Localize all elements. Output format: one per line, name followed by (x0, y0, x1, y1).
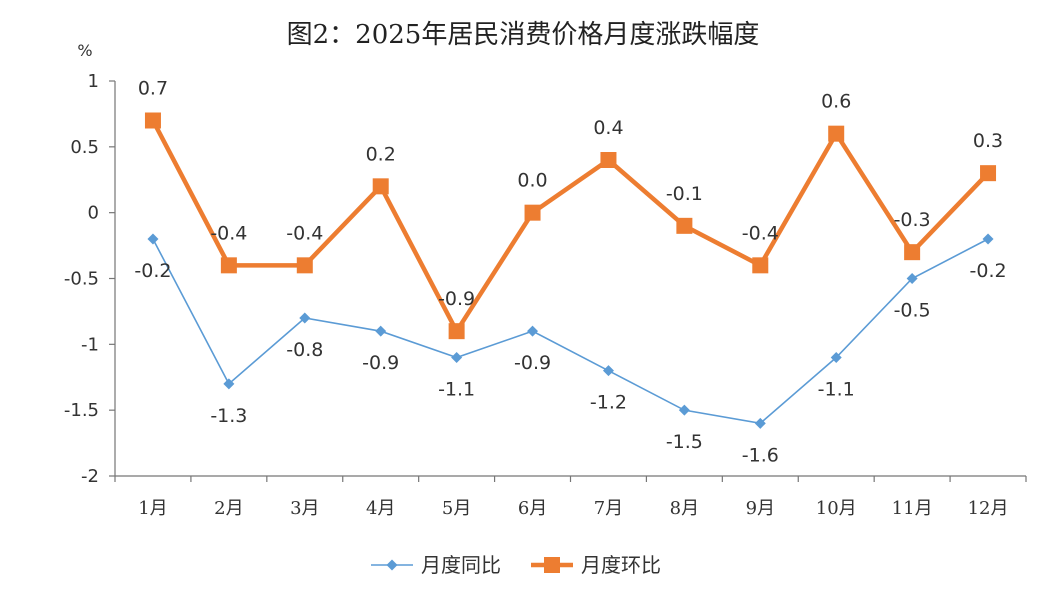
plot-area: 1 0.5 0 -0.5 -1 -1.5 -2 1月 2月 3月 4月 5月 6月 7月 8月 9月 10月 11… (64, 71, 1027, 519)
x-tick-label: 10月 (816, 498, 857, 519)
y-tick-label: 0 (88, 203, 99, 224)
data-point-yoy (527, 325, 539, 337)
data-label-mom: 0.6 (821, 91, 851, 113)
data-point-mom (372, 178, 389, 195)
data-label-yoy: -1.3 (210, 405, 247, 427)
data-point-mom (676, 217, 693, 234)
data-point-yoy (906, 273, 918, 284)
x-tick-label: 8月 (670, 498, 699, 519)
data-point-yoy (299, 312, 311, 324)
x-tick-label: 12月 (968, 498, 1009, 519)
y-tick-label: -2 (81, 466, 99, 487)
legend: 月度同比 月度环比 (371, 553, 661, 577)
y-axis-unit: % (77, 41, 92, 60)
data-point-mom (144, 112, 161, 129)
x-tick-label: 9月 (746, 498, 775, 519)
data-point-yoy (754, 417, 766, 429)
data-label-yoy: -0.9 (514, 352, 551, 374)
y-tick-label: -1 (81, 334, 99, 355)
x-tick-label: 2月 (214, 498, 243, 519)
legend-marker-mom (544, 557, 560, 573)
data-point-mom (904, 244, 921, 261)
data-point-mom (448, 323, 465, 340)
data-label-yoy: -0.5 (894, 300, 931, 322)
data-label-mom: -0.9 (438, 288, 475, 310)
data-label-yoy: -0.9 (362, 352, 399, 374)
data-label-yoy: -1.2 (590, 392, 627, 414)
data-label-mom: -0.4 (210, 222, 247, 244)
x-tick-label: 6月 (518, 498, 547, 519)
data-label-yoy: -0.2 (970, 260, 1007, 282)
data-point-mom (220, 257, 237, 274)
data-label-mom: 0.0 (517, 170, 547, 192)
data-point-mom (524, 204, 541, 221)
x-tick-label: 3月 (290, 498, 319, 519)
y-tick-label: -1.5 (64, 400, 99, 421)
y-tick-label: -0.5 (64, 269, 99, 290)
chart-title: 图2：2025年居民消费价格月度涨跌幅度 (287, 20, 760, 50)
data-label-mom: 0.3 (973, 130, 1003, 152)
y-tick-label: 0.5 (70, 137, 99, 158)
x-tick-label: 7月 (594, 498, 623, 519)
data-point-yoy (223, 378, 235, 390)
data-label-mom: -0.3 (894, 209, 931, 231)
data-label-yoy: -0.2 (134, 260, 171, 282)
data-point-yoy (982, 233, 994, 245)
series-line-mom (150, 119, 990, 334)
data-label-yoy: -0.8 (286, 339, 323, 361)
x-tick-label: 1月 (138, 498, 167, 519)
legend-marker-yoy (386, 559, 398, 571)
data-label-yoy: -1.6 (742, 444, 779, 466)
data-point-yoy (375, 325, 387, 337)
series-line-yoy (152, 238, 989, 425)
data-point-mom (828, 125, 845, 142)
data-label-mom: -0.4 (286, 222, 323, 244)
data-point-mom (600, 152, 617, 168)
x-tick-label: 11月 (892, 498, 933, 519)
data-label-mom: 0.4 (593, 117, 623, 139)
data-point-yoy (830, 352, 842, 363)
data-label-yoy: -1.1 (438, 379, 475, 401)
data-label-mom: 0.2 (366, 143, 396, 165)
data-label-yoy: -1.1 (818, 379, 855, 401)
data-point-yoy (602, 365, 614, 377)
y-tick-label: 1 (88, 71, 99, 92)
data-point-yoy (451, 352, 463, 363)
data-label-mom: -0.4 (742, 222, 779, 244)
data-point-yoy (678, 404, 690, 416)
data-point-mom (980, 165, 997, 182)
data-point-yoy (147, 233, 159, 245)
data-label-mom: 0.7 (138, 78, 168, 100)
x-tick-label: 4月 (366, 498, 395, 519)
data-point-mom (296, 257, 313, 274)
legend-label-mom: 月度环比 (581, 553, 661, 577)
x-tick-label: 5月 (442, 498, 471, 519)
data-label-mom: -0.1 (666, 183, 703, 205)
data-label-yoy: -1.5 (666, 431, 703, 453)
legend-label-yoy: 月度同比 (421, 553, 501, 577)
data-point-mom (752, 257, 769, 274)
